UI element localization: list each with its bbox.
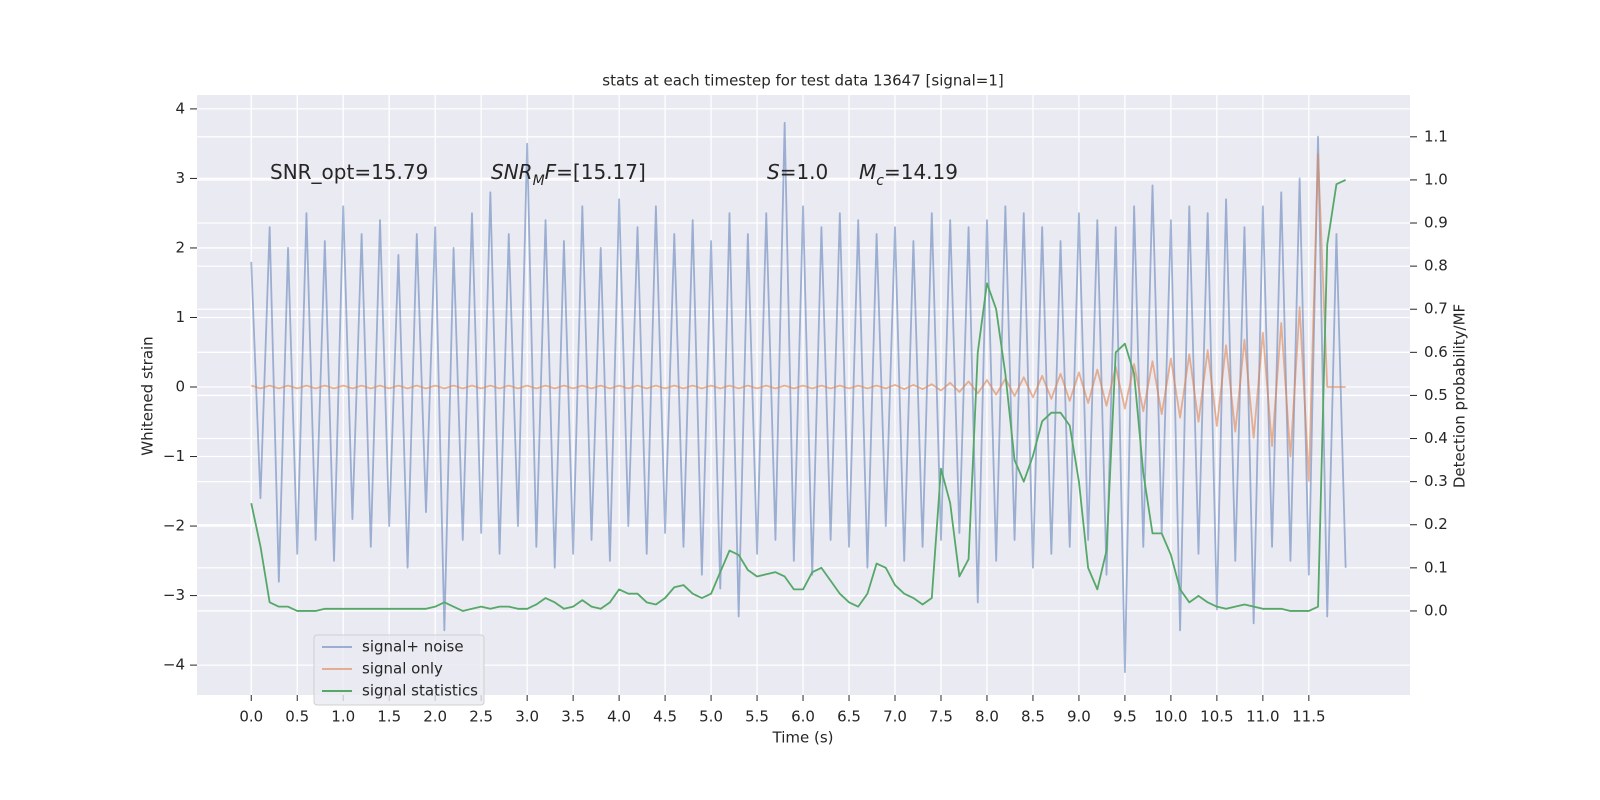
y2-tick-label: 0.6 — [1424, 343, 1448, 361]
annotation-part: =14.19 — [884, 160, 958, 184]
x-tick-label: 7.5 — [929, 708, 953, 726]
annotation-part: M — [859, 160, 876, 184]
series-line — [250, 121, 1347, 673]
y-tick-label: 2 — [175, 238, 185, 256]
legend-label: signal statistics — [362, 682, 478, 700]
y-tick-label: 1 — [175, 308, 185, 326]
y-axis-label: Whitened strain — [139, 336, 157, 455]
x-tick-label: 9.0 — [1067, 708, 1091, 726]
x-tick-label: 11.0 — [1246, 708, 1279, 726]
x-tick-label: 7.0 — [883, 708, 907, 726]
x-tick-label: 6.5 — [837, 708, 861, 726]
x-tick-label: 9.5 — [1113, 708, 1137, 726]
y2-tick-label: 0.7 — [1424, 300, 1448, 318]
y2-axis-label: Detection probability/MF — [1451, 304, 1469, 488]
y-tick-label: −1 — [163, 447, 185, 465]
y2-tick-label: 0.1 — [1424, 558, 1448, 576]
y2-tick-label: 0.3 — [1424, 472, 1448, 490]
y2-tick-label: 0.2 — [1424, 515, 1448, 533]
y-tick-label: 4 — [175, 99, 185, 117]
x-tick-label: 3.0 — [515, 708, 539, 726]
annotation: SNR_opt=15.79 — [270, 160, 428, 184]
x-tick-label: 4.0 — [607, 708, 631, 726]
chart-title: stats at each timestep for test data 136… — [602, 72, 1003, 90]
y2-tick-label: 1.0 — [1424, 170, 1448, 188]
legend-box — [313, 634, 485, 706]
grid — [197, 95, 1410, 695]
x-tick-label: 8.0 — [975, 708, 999, 726]
x-tick-label: 6.0 — [791, 708, 815, 726]
x-tick-label: 8.5 — [1021, 708, 1045, 726]
legend-label: signal+ noise — [362, 638, 464, 656]
legend-label: signal only — [362, 660, 443, 678]
annotation-part: SNR_opt=15.79 — [270, 160, 428, 184]
series-line — [250, 153, 1346, 482]
x-tick-label: 11.5 — [1292, 708, 1325, 726]
annotation-part: SNR — [491, 160, 533, 184]
legend: signal+ noise signal only signal statistic… — [313, 634, 485, 706]
annotation-part: =1.0 — [780, 160, 829, 184]
y-tick-label: 0 — [175, 378, 185, 396]
x-axis-label: Time (s) — [772, 729, 834, 747]
x-tick-label: 2.0 — [423, 708, 447, 726]
annotation-part: M — [533, 173, 545, 189]
annotation-part: c — [876, 173, 884, 189]
x-tick-label: 2.5 — [469, 708, 493, 726]
x-tick-label: 1.0 — [331, 708, 355, 726]
y2-tick-label: 0.9 — [1424, 214, 1448, 232]
x-tick-label: 10.5 — [1200, 708, 1233, 726]
annotation: Mc=14.19 — [859, 160, 958, 190]
y-tick-label: 3 — [175, 169, 185, 187]
annotation: SNRMF=[15.17] — [491, 160, 646, 190]
series-line — [250, 179, 1347, 612]
x-tick-label: 10.0 — [1154, 708, 1187, 726]
annotation: S=1.0 — [767, 160, 828, 184]
x-tick-label: 1.5 — [377, 708, 401, 726]
y-tick-label: −4 — [163, 656, 185, 674]
x-tick-label: 3.5 — [561, 708, 585, 726]
x-tick-label: 4.5 — [653, 708, 677, 726]
annotation-part: F — [545, 160, 557, 184]
y2-tick-label: 0.0 — [1424, 601, 1448, 619]
y-tick-label: −3 — [163, 586, 185, 604]
x-tick-label: 5.5 — [745, 708, 769, 726]
y-tick-label: −2 — [163, 517, 185, 535]
series-group — [250, 121, 1347, 673]
x-tick-label: 0.0 — [239, 708, 263, 726]
y2-tick-label: 0.8 — [1424, 257, 1448, 275]
annotation-part: S — [767, 160, 780, 184]
y2-tick-label: 0.5 — [1424, 386, 1448, 404]
x-tick-label: 5.0 — [699, 708, 723, 726]
y2-tick-label: 0.4 — [1424, 429, 1448, 447]
annotation-part: =[15.17] — [556, 160, 646, 184]
x-tick-label: 0.5 — [285, 708, 309, 726]
y2-tick-label: 1.1 — [1424, 127, 1448, 145]
